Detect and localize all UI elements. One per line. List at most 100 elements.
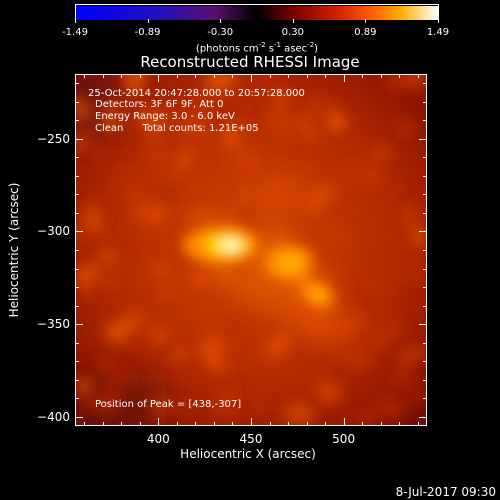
texture-blob [397,119,414,137]
colorbar-tick [365,19,367,23]
x-major-tick [251,418,252,426]
x-minor-tick-top [232,74,234,78]
texture-blob [102,111,116,132]
x-minor-tick-top [306,74,308,78]
texture-blob [157,107,167,129]
texture-blob [210,100,237,134]
x-minor-tick-top [325,74,327,78]
texture-blob [303,94,323,123]
x-minor-tick [269,422,271,426]
colorbar-tick [220,19,222,23]
texture-blob [392,354,414,391]
y-tick-label: −300 [37,224,70,239]
texture-blob [76,216,84,249]
texture-blob [76,96,93,121]
texture-blob [157,287,174,297]
colorbar-tick [438,19,439,23]
texture-blob [182,113,208,138]
texture-blob [228,118,250,140]
y-minor-tick [75,175,79,177]
info-line-time-range: 25-Oct-2014 20:47:28.000 to 20:57:28.000 [88,88,305,99]
texture-blob [381,316,405,339]
rhessi-image: 25-Oct-2014 20:47:28.000 to 20:57:28.000… [75,74,427,426]
texture-blob [110,363,136,387]
y-minor-tick-right [423,194,427,196]
colorbar-tick-label: 0.30 [281,27,304,38]
x-minor-tick-top [84,74,86,78]
x-minor-tick [417,422,419,426]
y-minor-tick [75,157,79,159]
y-minor-tick [75,287,79,289]
x-minor-tick-top [380,74,382,78]
x-minor-tick [325,422,327,426]
x-minor-tick-top [213,74,215,78]
colorbar-gradient [76,6,438,20]
y-minor-tick [75,250,79,251]
peak-position-label: Position of Peak = [438,-307] [95,399,242,410]
texture-blob [409,75,426,92]
y-minor-tick [75,83,79,85]
y-minor-tick [75,361,79,363]
x-tick-label: 450 [239,432,263,446]
texture-blob [331,298,362,315]
texture-blob [359,411,377,422]
texture-blob [148,162,165,195]
x-minor-tick [121,422,123,426]
texture-blob [322,222,349,247]
texture-blob [208,75,237,90]
y-minor-tick-right [423,83,427,85]
texture-blob [103,321,130,345]
x-tick-label: 500 [332,432,356,446]
texture-blob [112,99,134,135]
x-minor-tick-top [269,74,271,78]
texture-blob [76,139,92,153]
texture-blob [371,146,393,160]
y-minor-tick-right [423,361,427,363]
texture-blob [305,182,335,213]
colorbar-units: (photons cm-2 s-1 asec-2) [195,41,319,55]
texture-blob [166,401,195,413]
texture-blob [253,398,269,412]
texture-blob [215,379,248,389]
texture-blob [77,391,110,416]
colorbar-tick-label: 0.89 [354,27,377,38]
x-major-tick-top [343,74,345,82]
texture-blob [211,397,240,420]
texture-blob [163,186,184,206]
texture-blob [240,101,256,114]
x-minor-tick-top [139,74,141,78]
y-major-tick [75,231,83,233]
y-minor-tick-right [423,101,427,103]
x-minor-tick [84,422,86,426]
texture-blob [222,322,246,345]
texture-blob [150,243,172,265]
y-major-tick-right [419,231,427,233]
texture-blob [156,333,169,346]
y-minor-tick-right [423,305,427,307]
y-major-tick [75,138,83,140]
x-major-tick [343,418,345,426]
x-minor-tick-top [121,74,123,78]
texture-blob [410,386,426,405]
texture-blob [100,249,115,265]
colorbar-tick-label: -0.30 [207,27,234,38]
texture-blob [409,254,424,285]
colorbar [75,4,439,20]
texture-blob [315,382,342,404]
info-line-clean: Clean Total counts: 1.21E+05 [95,123,259,134]
y-major-tick [75,324,83,326]
texture-blob [297,115,317,143]
texture-blob [103,240,124,258]
colorbar-tick-label: 1.49 [426,27,450,38]
texture-blob [251,75,285,90]
x-minor-tick-top [417,74,419,78]
x-minor-tick [306,422,308,426]
x-minor-tick [399,422,401,426]
x-minor-tick [362,422,364,426]
texture-blob [83,203,103,235]
x-minor-tick [232,422,234,426]
colorbar-tick [147,19,149,23]
texture-blob [76,261,102,283]
x-minor-tick-top [195,74,197,78]
x-minor-tick-top [288,74,290,78]
